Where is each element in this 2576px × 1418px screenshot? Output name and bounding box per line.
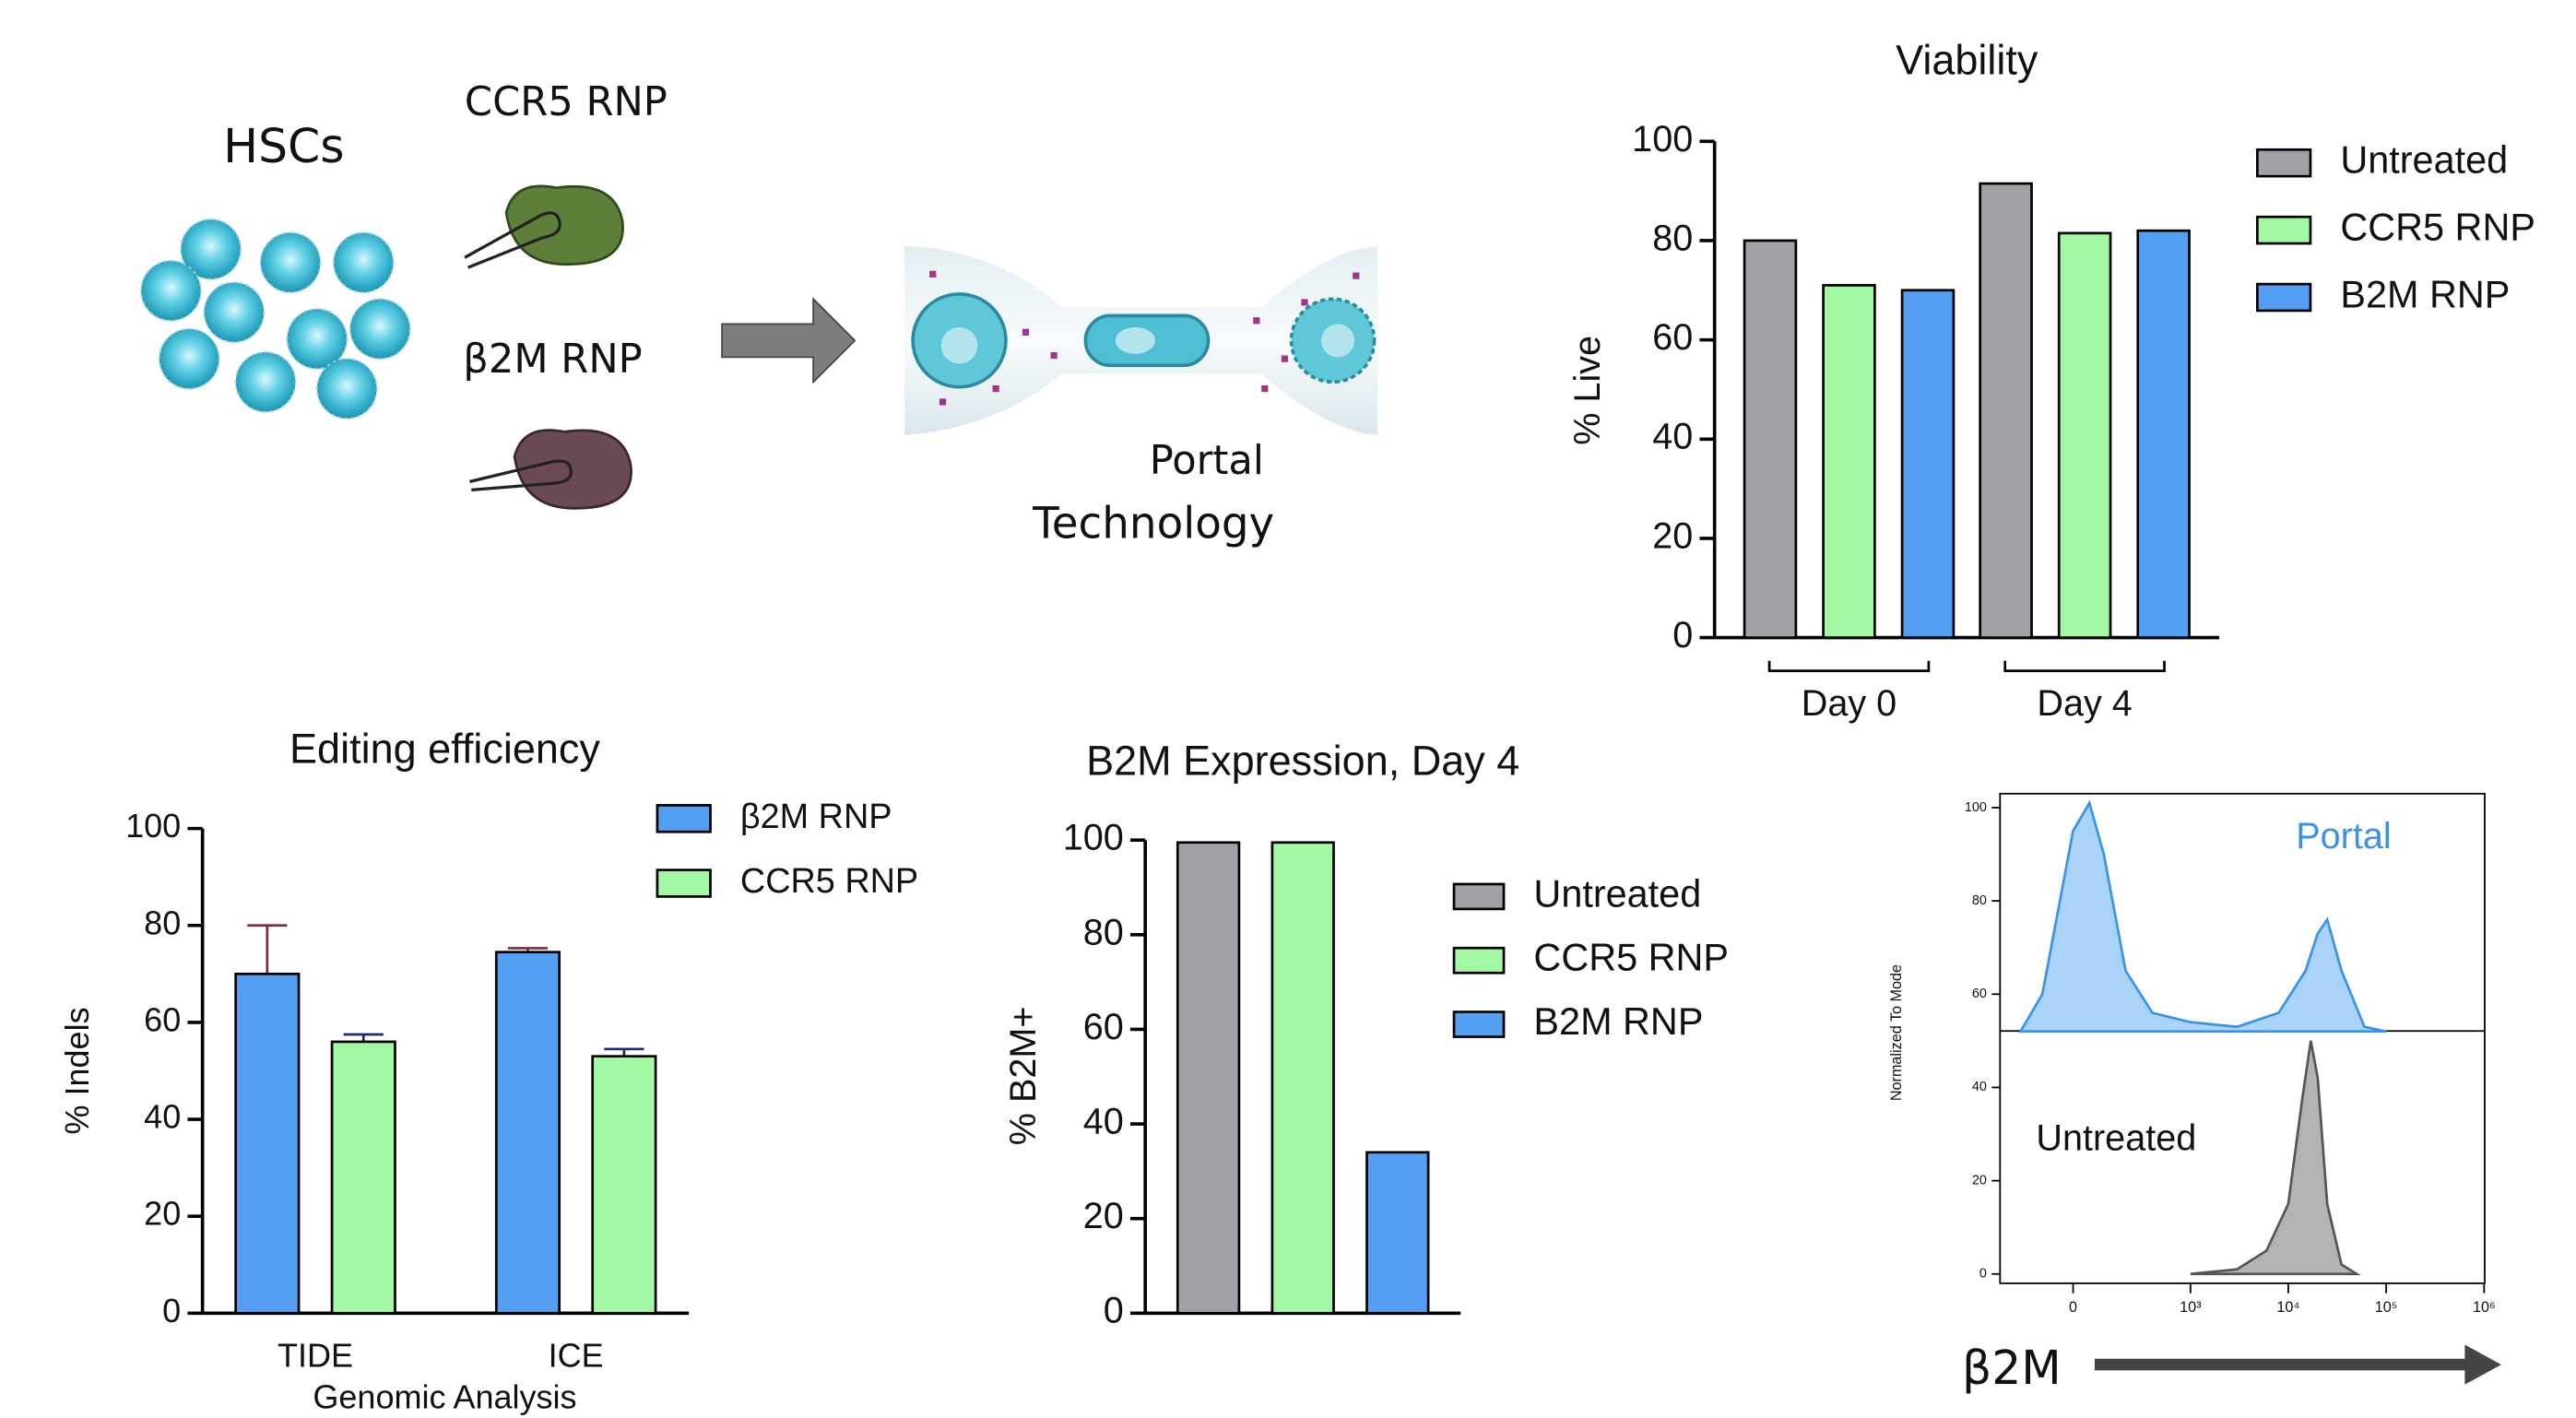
y-tick-label: 60 [1972,987,1987,1001]
legend-label: CCR5 RNP [1533,937,1729,979]
device-label: Portal [1150,438,1264,484]
y-tick-label: 80 [1972,893,1987,908]
bar [1822,284,1876,639]
chart-title: Viability [1896,37,2038,84]
legend-swatch [656,804,712,833]
y-tick-label: 0 [1672,615,1693,656]
bar [1900,289,1956,639]
axis-arrow-head [2464,1344,2501,1385]
chart-title: Editing efficiency [290,726,600,773]
legend-swatch [656,869,712,898]
bar [2057,231,2112,639]
cells-label: HSCs [223,119,344,173]
y-axis-label: % Indels [58,1007,96,1134]
y-axis-label: Normalized To Mode [1888,964,1905,1101]
series-label: Untreated [2036,1118,2196,1159]
x-tick-label: Day 0 [1802,683,1897,724]
category-bracket [1767,660,1931,672]
error-bar [247,924,288,975]
legend-label: Untreated [1533,872,1701,915]
portal-device [904,245,1378,435]
legend-label: Untreated [2340,139,2508,182]
legend-label: CCR5 RNP [2340,207,2535,249]
bar [591,1055,657,1315]
y-tick-label: 60 [1083,1007,1124,1047]
bar [1743,239,1798,639]
y-tick-label: 40 [1652,417,1693,457]
legend-label: B2M RNP [1533,1000,1703,1043]
y-tick-label: 0 [1979,1267,1987,1282]
rnp-label: CCR5 RNP [465,79,668,125]
y-tick-label: 0 [1104,1291,1124,1331]
bar [1979,182,2033,639]
rnp-icon [464,184,624,269]
x-tick-label: 10⁶ [2473,1299,2496,1316]
legend-swatch [2256,148,2312,178]
x-tick-label: Day 4 [2037,683,2132,724]
legend-label: B2M RNP [2340,273,2510,315]
bar [1176,841,1241,1315]
category-bracket [2003,660,2166,672]
legend-label: β2M RNP [740,798,892,836]
bar [494,951,561,1315]
legend-swatch [1452,882,1506,911]
y-axis-label: % B2M+ [1003,1006,1044,1145]
bar [1270,841,1335,1315]
x-tick-label: ICE [549,1336,604,1374]
bar [234,972,301,1315]
legend-swatch [2256,215,2312,245]
y-tick-label: 20 [1652,515,1693,556]
y-tick-label: 20 [144,1195,181,1233]
y-tick-label: 100 [125,807,181,845]
y-tick-label: 40 [1083,1102,1124,1142]
y-tick-label: 100 [1965,800,1987,815]
y-tick-label: 20 [1972,1173,1987,1188]
x-tick-label: 10⁵ [2375,1299,2398,1316]
chart-title: B2M Expression, Day 4 [1086,737,1519,784]
x-tick-label: 10³ [2180,1299,2202,1316]
x-tick-label: TIDE [278,1336,353,1374]
y-tick-label: 40 [144,1098,181,1136]
y-tick-label: 100 [1063,818,1124,858]
x-tick-label: 0 [2069,1299,2077,1316]
bar [330,1040,396,1315]
y-axis-label: % Live [1567,336,1608,445]
legend-swatch [2256,282,2312,313]
device-label: Technology [1032,499,1274,549]
y-tick-label: 20 [1083,1196,1124,1236]
legend-label: CCR5 RNP [740,862,918,901]
y-tick-label: 100 [1632,119,1693,160]
rnp-icon [469,429,632,510]
y-tick-label: 60 [144,1000,181,1038]
y-tick-label: 0 [162,1292,181,1329]
series-label: Portal [2296,816,2391,857]
y-tick-label: 60 [1652,317,1693,358]
bar [2136,229,2191,639]
x-axis-label: β2M [1962,1341,2062,1395]
legend-swatch [1452,1010,1506,1038]
x-axis-label: Genomic Analysis [313,1377,576,1415]
process-arrow [721,297,857,384]
y-tick-label: 80 [1083,912,1124,952]
plot-frame [1999,792,2486,1284]
legend-swatch [1452,946,1506,975]
histogram-area [2018,799,2387,1034]
x-tick-label: 10⁴ [2276,1299,2299,1316]
y-tick-label: 80 [1652,218,1693,258]
bar [1365,1151,1430,1315]
histogram-area [2190,1040,2361,1276]
rnp-label: β2M RNP [463,337,642,383]
y-tick-label: 80 [144,904,181,941]
cell-cluster [140,219,411,419]
y-tick-label: 40 [1972,1080,1987,1094]
